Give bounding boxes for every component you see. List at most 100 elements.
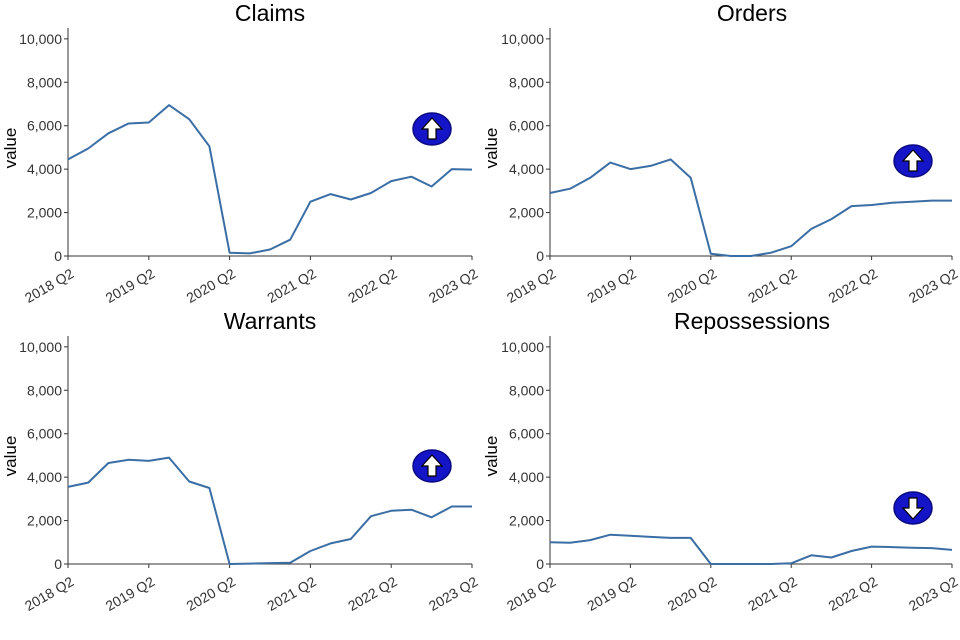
y-tick-label: 10,000 (19, 339, 62, 355)
data-point (390, 180, 392, 182)
data-point (188, 480, 190, 482)
y-tick-label: 6,000 (27, 426, 62, 442)
data-point (410, 176, 412, 178)
data-point (471, 169, 473, 171)
y-tick-label: 0 (54, 556, 62, 572)
y-tick-label: 8,000 (27, 74, 62, 90)
data-point (208, 487, 210, 489)
x-tick-label: 2023 Q2 (906, 573, 960, 614)
y-tick-label: 6,000 (509, 118, 544, 134)
data-point (148, 121, 150, 123)
data-point (951, 200, 953, 202)
data-point (229, 252, 231, 254)
data-point (911, 201, 913, 203)
data-point (911, 547, 913, 549)
data-point (790, 245, 792, 247)
chart-panel: Orders value 0 2,000 4,000 6,000 8,000 10,000 20… (482, 0, 960, 306)
x-tick-label: 2018 Q2 (22, 573, 77, 614)
arrow-down-icon (893, 491, 933, 525)
data-point (87, 148, 89, 150)
series-line (67, 104, 473, 255)
data-point (87, 482, 89, 484)
data-point (790, 562, 792, 564)
data-point (168, 104, 170, 106)
x-tick-label: 2018 Q2 (22, 265, 77, 306)
data-point (249, 563, 251, 565)
data-point (249, 252, 251, 254)
data-point (229, 563, 231, 565)
x-tick-label: 2020 Q2 (665, 265, 720, 306)
data-point (549, 192, 551, 194)
data-point (770, 252, 772, 254)
data-point (690, 177, 692, 179)
x-tick-label: 2022 Q2 (825, 573, 880, 614)
series-line (549, 533, 953, 565)
data-point (871, 546, 873, 548)
arrow-up-icon (893, 144, 933, 178)
data-point (289, 562, 291, 564)
data-point (67, 158, 69, 160)
x-tick-label: 2020 Q2 (665, 573, 720, 614)
data-point (830, 556, 832, 558)
data-point (690, 537, 692, 539)
data-point (710, 253, 712, 255)
data-point (851, 550, 853, 552)
data-point (107, 132, 109, 134)
data-point (67, 486, 69, 488)
data-point (309, 550, 311, 552)
y-tick-label: 6,000 (27, 118, 62, 134)
x-tick-label: 2019 Q2 (584, 573, 639, 614)
data-point (188, 118, 190, 120)
x-tick-label: 2021 Q2 (745, 265, 800, 306)
data-point (891, 202, 893, 204)
y-axis-label: value (1, 436, 20, 477)
x-tick-label: 2019 Q2 (584, 265, 639, 306)
data-point (730, 563, 732, 565)
data-point (370, 515, 372, 517)
data-point (350, 199, 352, 201)
data-point (208, 145, 210, 147)
y-tick-label: 8,000 (509, 74, 544, 90)
y-tick-label: 2,000 (509, 205, 544, 221)
data-point (891, 546, 893, 548)
x-tick-label: 2022 Q2 (345, 265, 400, 306)
data-point (589, 539, 591, 541)
data-point (330, 193, 332, 195)
x-tick-label: 2019 Q2 (103, 573, 158, 614)
data-point (670, 158, 672, 160)
data-point (629, 535, 631, 537)
data-point (107, 462, 109, 464)
x-tick-label: 2021 Q2 (745, 573, 800, 614)
data-point (830, 218, 832, 220)
data-point (609, 534, 611, 536)
data-point (431, 516, 433, 518)
y-tick-label: 0 (536, 248, 544, 264)
data-point (451, 505, 453, 507)
y-tick-label: 8,000 (509, 382, 544, 398)
data-point (148, 460, 150, 462)
arrow-up-icon (412, 112, 452, 146)
data-point (269, 562, 271, 564)
chart-title: Orders (717, 0, 787, 26)
x-tick-label: 2023 Q2 (906, 265, 960, 306)
data-point (269, 248, 271, 250)
y-tick-label: 2,000 (27, 205, 62, 221)
data-point (569, 188, 571, 190)
y-tick-label: 4,000 (509, 161, 544, 177)
data-point (309, 201, 311, 203)
y-tick-label: 0 (54, 248, 62, 264)
y-axis-label: value (1, 128, 20, 169)
indicator-arrow (901, 149, 925, 172)
data-point (710, 563, 712, 565)
y-tick-label: 8,000 (27, 382, 62, 398)
data-point (410, 509, 412, 511)
data-point (451, 168, 453, 170)
data-point (931, 200, 933, 202)
chart-title: Warrants (224, 308, 316, 334)
data-point (851, 205, 853, 207)
x-tick-label: 2020 Q2 (183, 265, 238, 306)
indicator-arrow (420, 454, 444, 477)
indicator-arrow (901, 497, 925, 520)
arrow-up-icon (412, 449, 452, 483)
